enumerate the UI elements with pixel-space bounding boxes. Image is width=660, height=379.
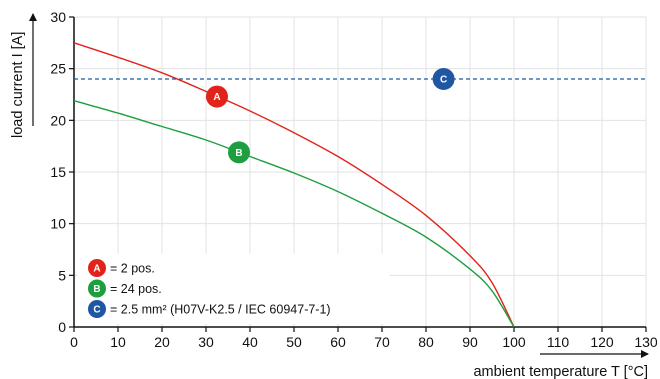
x-tick-label: 50 — [286, 334, 302, 350]
x-tick-label: 10 — [110, 334, 126, 350]
x-tick-label: 130 — [634, 334, 658, 350]
legend-swatch-label: A — [93, 264, 100, 275]
series — [73, 42, 646, 328]
x-tick-label: 100 — [502, 334, 526, 350]
y-tick-label: 10 — [50, 216, 66, 232]
series-marker-a — [206, 85, 228, 108]
y-axis-title: load current I [A] — [10, 32, 26, 138]
legend-entry-text: = 2.5 mm² (H07V-K2.5 / IEC 60947-7-1) — [110, 303, 331, 317]
y-tick-label: 5 — [58, 267, 66, 283]
legend-swatch-b — [88, 279, 106, 298]
y-tick-label: 20 — [50, 112, 66, 128]
x-tick-label: 60 — [330, 334, 346, 350]
legend-entry-text: = 2 pos. — [110, 262, 155, 276]
x-tick-label: 0 — [70, 334, 78, 350]
legend: A = 2 pos. B = 24 pos. C = 2.5 mm² (H07V-K2.5… — [88, 259, 331, 318]
x-tick-label: 120 — [590, 334, 614, 350]
legend-background — [78, 254, 390, 324]
series-marker-label: A — [213, 92, 220, 103]
y-tick-label: 0 — [58, 319, 66, 335]
legend-entry-text: = 24 pos. — [110, 282, 162, 296]
y-tick-label: 25 — [50, 61, 66, 77]
x-tick-label: 20 — [154, 334, 170, 350]
x-tick-label: 110 — [547, 334, 570, 350]
x-tick-label: 30 — [198, 334, 214, 350]
x-axis-title: ambient temperature T [°C] — [473, 364, 648, 379]
tick-labels: 0 10 20 30 40 50 60 70 80 90 100 110 120 130 0 5 10 15 20 2… — [50, 9, 657, 350]
x-tick-label: 70 — [374, 334, 390, 350]
legend-swatch-c — [88, 300, 106, 318]
x-tick-label: 80 — [418, 334, 434, 350]
legend-swatch-label: B — [93, 284, 100, 295]
series-markers: A B C — [206, 68, 455, 164]
x-tick-label: 40 — [242, 334, 258, 350]
series-marker-label: C — [440, 75, 447, 86]
y-tick-label: 15 — [50, 164, 66, 180]
series-marker-label: B — [235, 148, 242, 159]
series-line-b — [73, 100, 515, 328]
legend-swatch-label: C — [93, 305, 100, 316]
legend-swatch-a — [88, 259, 106, 277]
y-tick-label: 30 — [50, 9, 66, 25]
x-tick-label: 90 — [462, 334, 478, 350]
series-marker-c — [432, 68, 455, 90]
series-line-a — [73, 42, 515, 328]
axes — [69, 16, 647, 332]
series-marker-b — [228, 141, 250, 164]
